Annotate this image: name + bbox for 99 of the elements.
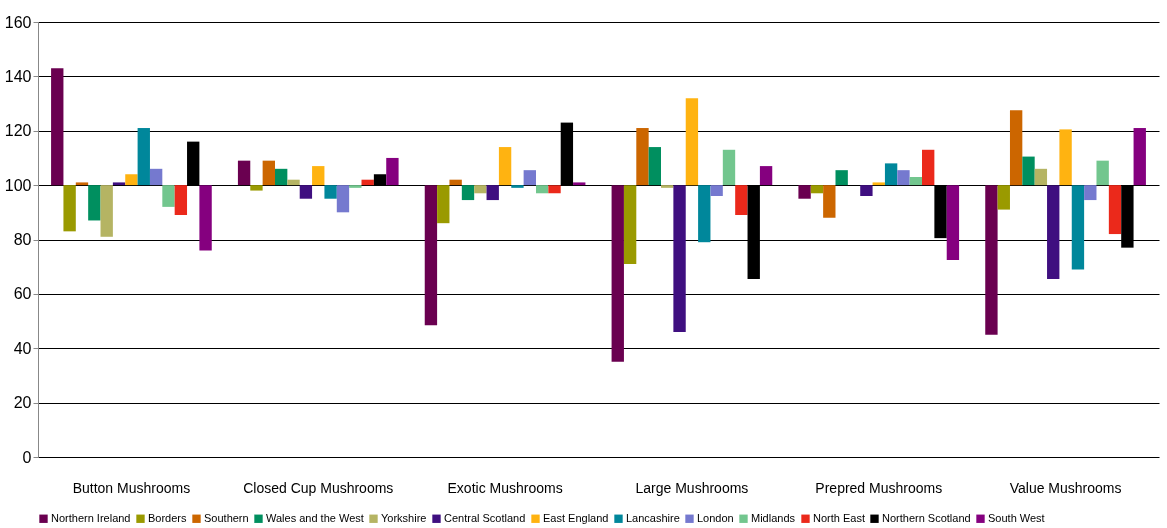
legend-label: East England — [543, 511, 609, 524]
bar — [274, 168, 288, 186]
bar — [498, 147, 512, 186]
bar — [137, 128, 150, 186]
bar — [174, 185, 188, 216]
bar — [1022, 156, 1035, 186]
bar — [548, 185, 561, 194]
legend-label: Yorkshire — [381, 511, 427, 524]
legend-label: Southern — [204, 511, 249, 524]
y-tick-label: 60 — [13, 285, 32, 303]
bar — [461, 185, 475, 201]
bar — [287, 179, 300, 186]
bar — [997, 185, 1010, 210]
x-tick-label: Exotic Mushrooms — [447, 479, 563, 496]
bar — [112, 182, 126, 186]
bar — [872, 182, 885, 186]
bar — [798, 185, 811, 199]
bar — [573, 182, 586, 186]
x-tick-label: Button Mushrooms — [72, 479, 191, 496]
bar — [474, 185, 487, 194]
bar — [909, 176, 923, 186]
y-tick-label: 0 — [22, 448, 32, 466]
legend-label: Central Scotland — [444, 511, 526, 524]
bar — [250, 185, 263, 191]
bar — [386, 157, 399, 186]
legend-label: London — [697, 511, 734, 524]
bar — [835, 170, 848, 186]
y-tick-label: 160 — [4, 13, 32, 31]
bar — [1047, 185, 1060, 279]
bar — [1108, 185, 1122, 235]
bar — [511, 185, 524, 188]
bar — [262, 160, 275, 186]
bar — [162, 185, 175, 207]
bar — [336, 185, 350, 213]
legend-label: Wales and the West — [266, 511, 364, 524]
bar — [1034, 168, 1048, 186]
bar — [1009, 110, 1023, 186]
bar — [710, 185, 723, 196]
bar — [312, 166, 325, 186]
bar — [523, 170, 536, 186]
bar — [1096, 160, 1109, 186]
bar — [810, 185, 824, 194]
bar — [1059, 129, 1072, 186]
x-tick-label: Value Mushrooms — [1009, 479, 1122, 496]
bar — [611, 185, 624, 362]
bar — [623, 185, 637, 264]
y-tick-label: 40 — [13, 339, 32, 357]
bar — [149, 168, 163, 186]
bar — [75, 182, 89, 186]
y-tick-label: 120 — [4, 122, 32, 140]
bar — [51, 68, 64, 186]
bar — [199, 185, 212, 251]
legend-label: Northern Scotland — [882, 511, 971, 524]
bar — [437, 185, 450, 224]
x-tick-label: Closed Cup Mushrooms — [243, 479, 394, 496]
bar — [636, 128, 649, 186]
y-tick-label: 20 — [13, 394, 32, 412]
legend-label: North East — [813, 511, 865, 524]
legend-label: Midlands — [751, 511, 796, 524]
bar — [88, 185, 101, 221]
bar — [125, 174, 138, 186]
bar — [1071, 185, 1085, 270]
bar — [299, 185, 313, 199]
bar — [673, 185, 686, 332]
bar — [449, 179, 462, 186]
bar — [324, 185, 337, 199]
bar — [100, 185, 113, 237]
bar — [361, 179, 374, 186]
bar — [735, 185, 748, 216]
bar — [237, 160, 251, 186]
bar — [424, 185, 438, 326]
y-tick-label: 140 — [4, 67, 32, 85]
bar — [823, 185, 836, 218]
x-tick-label: Large Mushrooms — [635, 479, 749, 496]
bar — [349, 185, 362, 188]
bar — [985, 185, 998, 335]
bar — [946, 185, 960, 260]
bar — [722, 149, 736, 186]
bar — [759, 166, 773, 186]
legend-label: Lancashire — [626, 511, 680, 524]
bar — [648, 147, 662, 186]
bar — [63, 185, 76, 232]
bar — [1133, 128, 1146, 186]
bar — [860, 185, 873, 196]
bar — [1084, 185, 1097, 201]
y-tick-label: 100 — [4, 176, 32, 194]
y-tick-label: 80 — [13, 231, 32, 248]
bar — [535, 185, 549, 194]
bar — [897, 170, 910, 186]
legend-label: Northern Ireland — [51, 511, 131, 524]
x-tick-label: Prepred Mushrooms — [815, 479, 943, 496]
bar — [661, 185, 674, 188]
bar — [486, 185, 499, 201]
bar — [698, 185, 711, 243]
legend-label: Borders — [148, 511, 188, 524]
legend-label: South West — [988, 511, 1045, 524]
bar — [884, 163, 898, 186]
bar — [685, 98, 699, 186]
bar — [922, 149, 935, 186]
